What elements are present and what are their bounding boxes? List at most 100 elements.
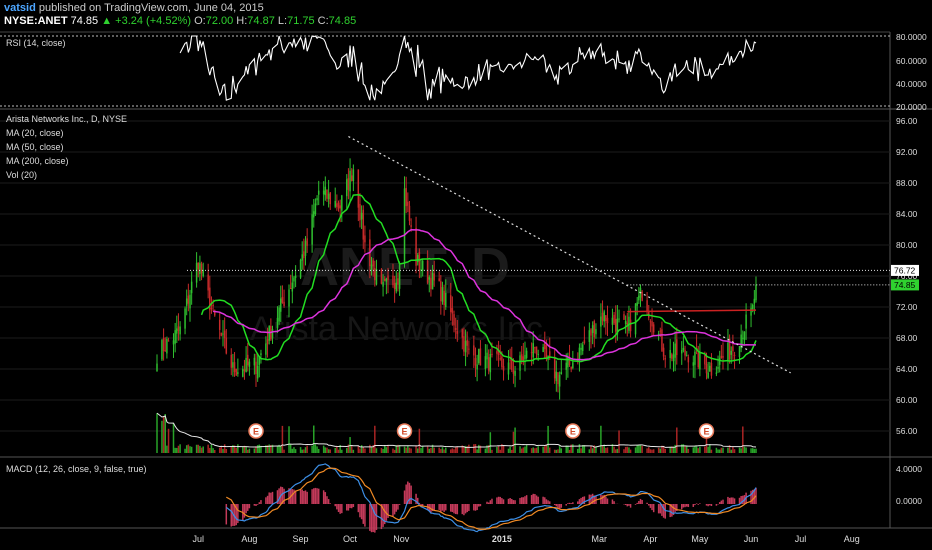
volume-bar: [484, 448, 487, 453]
volume-bar: [304, 447, 307, 453]
volume-bar: [742, 426, 744, 453]
high-label: H:: [236, 15, 248, 27]
macd-histogram-bar: [247, 504, 249, 511]
candle: [595, 329, 597, 335]
earnings-marker[interactable]: E: [396, 423, 413, 439]
volume-bar: [674, 444, 676, 453]
candle: [727, 342, 729, 361]
volume-bar: [380, 448, 383, 453]
candle: [243, 369, 246, 372]
candle: [291, 282, 294, 292]
volume-bar: [534, 448, 536, 453]
candle: [649, 321, 652, 323]
macd-histogram-bar: [237, 504, 239, 524]
volume-bar: [299, 447, 302, 453]
macd-histogram-bar: [403, 490, 406, 504]
macd-histogram-bar: [491, 498, 493, 504]
volume-bar: [278, 444, 280, 453]
volume-bar: [200, 447, 203, 453]
time-axis[interactable]: Jul Aug Sep Oct Nov 2015 Mar Apr May Jun Jul Aug: [192, 534, 859, 544]
svg-text:E: E: [703, 427, 709, 437]
macd-histogram-bar: [362, 504, 365, 524]
macd-histogram-bar: [243, 504, 246, 518]
candle: [232, 362, 234, 368]
macd-histogram-bar: [542, 496, 544, 504]
macd-histogram-bar: [553, 504, 556, 506]
close-value: 74.85: [328, 15, 357, 27]
author-name[interactable]: vatsid: [4, 2, 36, 14]
candle: [514, 370, 516, 376]
volume-bar: [553, 449, 556, 453]
volume-bar: [603, 444, 605, 453]
macd-histogram-bar: [742, 495, 744, 504]
candle: [179, 326, 181, 335]
volume-bar: [237, 444, 239, 453]
volume-bar: [172, 423, 175, 453]
candle: [408, 205, 411, 221]
candle: [720, 355, 723, 358]
candle: [256, 365, 259, 379]
volume-bar: [682, 444, 685, 453]
macd-histogram-bar: [672, 504, 675, 516]
macd-histogram-bar: [624, 504, 627, 506]
candle: [347, 178, 350, 190]
candle: [374, 268, 376, 281]
volume-bar: [349, 437, 351, 453]
rsi-panel[interactable]: RSI (14, close) 80.0000 60.0000 40.0000 …: [0, 32, 927, 112]
macd-histogram-bar: [466, 504, 468, 513]
macd-histogram-bar: [454, 504, 457, 515]
macd-histogram-bar: [727, 496, 729, 504]
price-change: +3.24 (+4.52%): [115, 15, 192, 27]
candle: [362, 209, 365, 240]
volume-bar: [372, 445, 374, 453]
volume-bar: [426, 446, 429, 453]
candle: [694, 351, 696, 365]
volume-bar: [440, 449, 442, 453]
candle: [535, 346, 538, 355]
candle: [709, 365, 711, 372]
candle: [511, 359, 513, 371]
volume-bar: [624, 446, 627, 453]
volume-bar: [520, 448, 523, 453]
candle: [456, 331, 459, 334]
macd-histogram-bar: [316, 488, 318, 504]
volume-bar: [255, 446, 257, 453]
macd-histogram-bar: [322, 490, 325, 504]
volume-bar: [453, 449, 455, 453]
trendline[interactable]: [348, 135, 791, 374]
candle: [507, 362, 510, 375]
volume-bar: [431, 444, 434, 453]
candle: [185, 298, 188, 306]
candle: [176, 328, 178, 334]
volume-bar: [657, 447, 660, 453]
candle: [544, 342, 546, 350]
candle: [428, 277, 431, 280]
volume-bar: [738, 447, 741, 453]
earnings-marker[interactable]: E: [248, 423, 264, 439]
macd-histogram-bar: [634, 504, 637, 505]
rsi-line: [179, 35, 757, 101]
macd-histogram-bar: [276, 490, 279, 504]
volume-bar: [487, 445, 490, 453]
candle: [557, 372, 559, 385]
time-tick: Aug: [241, 534, 257, 544]
candle: [156, 363, 158, 372]
earnings-marker[interactable]: E: [565, 423, 581, 439]
macd-histogram-bar: [397, 504, 399, 510]
volume-bar: [174, 447, 176, 453]
volume-bar: [753, 448, 756, 453]
symbol-ticker[interactable]: NYSE:ANET: [4, 15, 68, 27]
candle: [743, 331, 746, 340]
macd-histogram-bar: [398, 504, 401, 505]
macd-panel[interactable]: MACD (12, 26, close, 9, false, true) 4.0…: [6, 463, 922, 533]
candle: [187, 295, 190, 304]
publish-header: vatsid published on TradingView.com, Jun…: [4, 2, 264, 14]
volume-bar: [306, 445, 308, 453]
earnings-marker[interactable]: E: [698, 423, 715, 439]
volume-bar: [618, 430, 620, 453]
macd-histogram-bar: [364, 504, 366, 527]
candle: [638, 295, 640, 301]
